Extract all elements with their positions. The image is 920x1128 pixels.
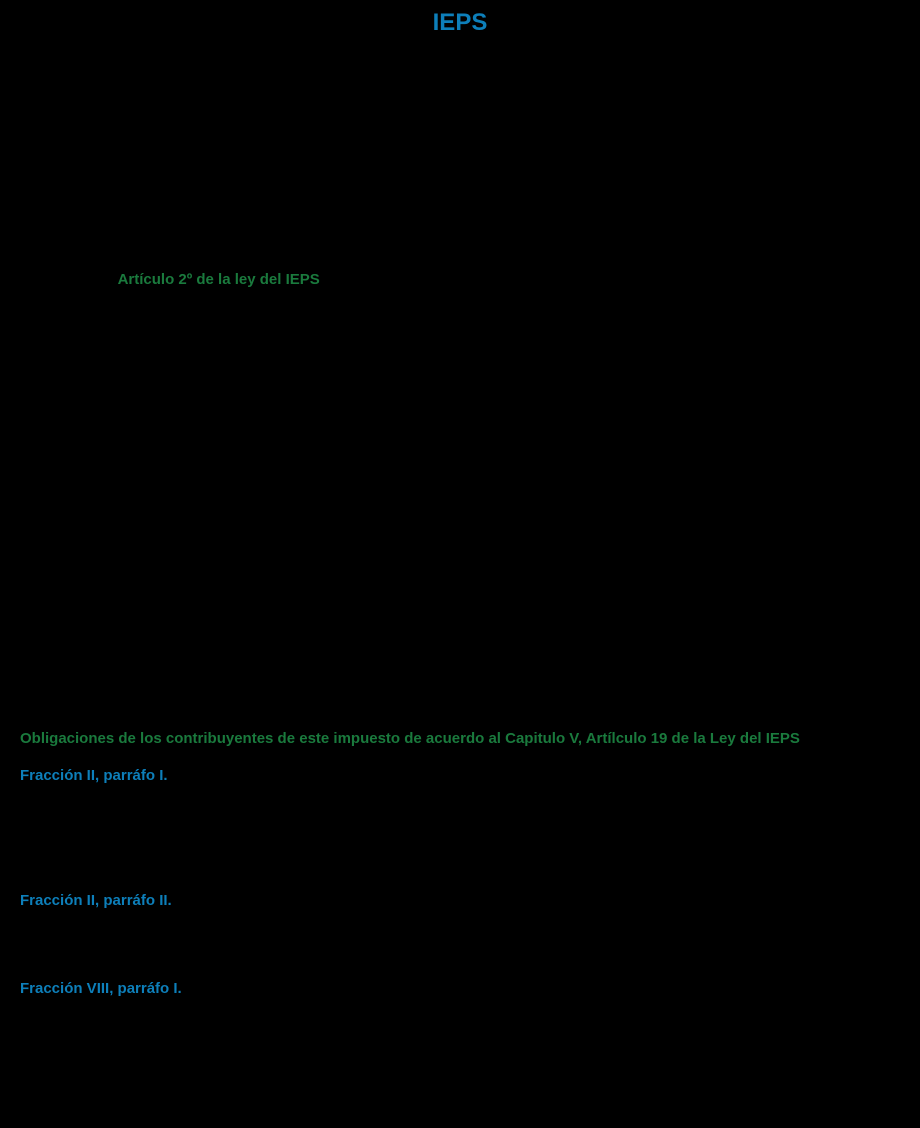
- articulo-intro-post: algunos de los bienes en los que este im…: [320, 271, 756, 288]
- list-text: Bebidas energetizantes, así como concent…: [75, 428, 900, 451]
- fraccion-text: Esto solo será aplicable cuando los cont…: [20, 830, 900, 875]
- list-item: i) Alimentos no básicos con una densidad…: [50, 640, 900, 708]
- list-item: a) Bebidas con contenido alcohólico y ce…: [50, 306, 900, 329]
- list-marker: c): [50, 367, 75, 390]
- list-marker: b): [50, 337, 75, 360]
- list-marker: e): [50, 428, 75, 451]
- list-text: Combustibles Fósiles (Propano, Butano, G…: [75, 557, 900, 602]
- bienes-list: a) Bebidas con contenido alcohólico y ce…: [50, 306, 900, 708]
- list-text: Plaguicidas.: [75, 610, 900, 633]
- list-item: e) Bebidas energetizantes, así como conc…: [50, 428, 900, 451]
- list-marker: a): [50, 306, 75, 329]
- list-text: Alcohol, alcohol desnaturalizado y miele…: [75, 337, 900, 360]
- list-marker: f): [50, 459, 75, 549]
- list-marker: d): [50, 398, 75, 421]
- fraccion-text: Trimestralmente (los meses de abril, jul…: [20, 1005, 900, 1073]
- page-title: IEPS: [20, 5, 900, 41]
- list-text: Tabacos labrados (cigarros, puros y otro…: [75, 367, 900, 390]
- fraccion-heading: Fracción II, parráfo II.: [20, 890, 900, 913]
- list-item: h) Plaguicidas.: [50, 610, 900, 633]
- list-item: b) Alcohol, alcohol desnaturalizado y mi…: [50, 337, 900, 360]
- list-item: c) Tabacos labrados (cigarros, puros y o…: [50, 367, 900, 390]
- list-text: Bebidas con contenido alcohólico y cerve…: [75, 306, 900, 329]
- fraccion-text: El acreditamiento solo podrá realizarse …: [20, 918, 900, 963]
- list-text: Alimentos no básicos con una densidad ca…: [75, 640, 900, 708]
- fraccion-text: Expedir comprobantes fiscales sin el tra…: [20, 793, 900, 816]
- articulo-intro-pre: De acuerdo al: [20, 271, 118, 288]
- articulo-intro: De acuerdo al Artículo 2º de la ley del …: [20, 269, 900, 292]
- list-text: Bebidas saborizadas; concentrados, polvo…: [75, 459, 900, 549]
- list-text: Combustibles automotrices fósiles (gasol…: [75, 398, 900, 421]
- calculo-paragraph: El cálculo de este impuesto se realizara…: [20, 209, 900, 254]
- law-reference: Artículo 2º de la ley del IEPS: [118, 271, 320, 288]
- history-paragraph: El IEPS entro en vigor en México en 1980…: [20, 149, 900, 194]
- list-item: f) Bebidas saborizadas; concentrados, po…: [50, 459, 900, 549]
- list-marker: g): [50, 557, 75, 602]
- intro-paragraph: Es un gravamen que se aplica al consumo …: [20, 66, 900, 134]
- fraccion-heading: Fracción VIII, parráfo I.: [20, 978, 900, 1001]
- list-item: d) Combustibles automotrices fósiles (ga…: [50, 398, 900, 421]
- list-marker: h): [50, 610, 75, 633]
- fraccion-heading: Fracción II, parráfo I.: [20, 765, 900, 788]
- obligaciones-heading: Obligaciones de los contribuyentes de es…: [20, 728, 900, 751]
- list-item: g) Combustibles Fósiles (Propano, Butano…: [50, 557, 900, 602]
- list-marker: i): [50, 640, 75, 708]
